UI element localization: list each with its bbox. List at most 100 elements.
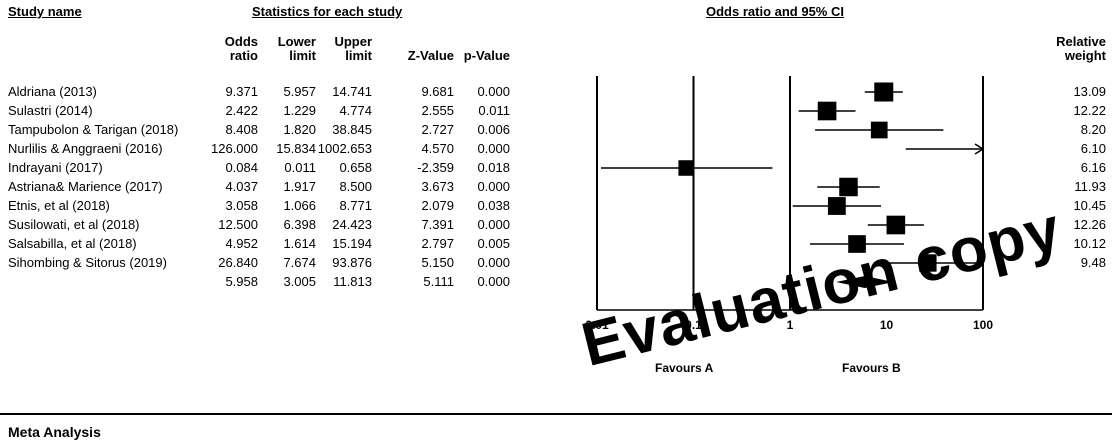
relative-weight: 11.93	[1074, 179, 1106, 194]
z-value: 3.673	[421, 179, 454, 194]
summary-z-value: 5.111	[423, 274, 454, 289]
odds-value: 126.000	[211, 141, 258, 156]
p-value: 0.005	[477, 236, 510, 251]
p-value: 0.000	[477, 141, 510, 156]
upper-value: 15.194	[332, 236, 372, 251]
z-value: 4.570	[421, 141, 454, 156]
study-name: Astriana& Marience (2017)	[8, 179, 163, 194]
favours-a-label: Favours A	[655, 361, 714, 375]
lower-value: 1.614	[283, 236, 316, 251]
effect-marker	[817, 101, 837, 121]
study-name: Sihombing & Sitorus (2019)	[8, 255, 167, 270]
z-value: 5.150	[421, 255, 454, 270]
footer-title: Meta Analysis	[8, 424, 101, 440]
z-value: 2.555	[421, 103, 454, 118]
study-name: Tampubolon & Tarigan (2018)	[8, 122, 179, 137]
effect-marker	[839, 177, 858, 197]
summary-lower-value: 3.005	[283, 274, 316, 289]
lower-value: 0.011	[284, 160, 316, 175]
upper-value: 8.771	[339, 198, 372, 213]
lower-value: 1.820	[283, 122, 316, 137]
summary-diamond	[836, 276, 894, 288]
p-value: 0.018	[477, 160, 510, 175]
study-name: Etnis, et al (2018)	[8, 198, 110, 213]
upper-value: 0.658	[339, 160, 372, 175]
summary-upper-value: 11.813	[333, 274, 372, 289]
lower-value: 1.066	[283, 198, 316, 213]
relative-weight: 10.45	[1073, 198, 1106, 213]
study-name: Salsabilla, et al (2018)	[8, 236, 137, 251]
relative-weight: 12.26	[1073, 217, 1106, 232]
z-value: 7.391	[421, 217, 454, 232]
odds-value: 12.500	[218, 217, 258, 232]
effect-marker	[874, 82, 894, 102]
lower-value: 1.917	[283, 179, 316, 194]
relative-weight: 6.16	[1080, 160, 1106, 175]
effect-marker	[919, 254, 937, 272]
p-value: 0.000	[477, 255, 510, 270]
relative-weight: 10.12	[1073, 236, 1106, 251]
odds-value: 4.037	[225, 179, 258, 194]
study-name: Nurlilis & Anggraeni (2016)	[8, 141, 163, 156]
upper-value: 24.423	[332, 217, 372, 232]
study-name: Susilowati, et al (2018)	[8, 217, 140, 232]
lower-value: 1.229	[283, 103, 316, 118]
odds-value: 3.058	[225, 198, 258, 213]
lower-limit-col-header: Lower limit	[277, 34, 316, 63]
odds-value: 0.084	[225, 160, 258, 175]
lower-value: 7.674	[283, 255, 316, 270]
study-name: Aldriana (2013)	[8, 84, 97, 99]
study-name: Indrayani (2017)	[8, 160, 103, 175]
odds-value: 9.371	[225, 84, 258, 99]
odds-value: 26.840	[218, 255, 258, 270]
odds-value: 4.952	[225, 236, 258, 251]
summary-p-value: 0.000	[477, 274, 510, 289]
z-value: 9.681	[421, 84, 454, 99]
effect-marker	[678, 160, 694, 176]
favours-b-label: Favours B	[842, 361, 901, 375]
footer-divider	[0, 413, 1112, 415]
study-name: Sulastri (2014)	[8, 103, 93, 118]
p-value: 0.000	[477, 84, 510, 99]
upper-value: 1002.653	[317, 141, 372, 156]
p-value-col-header: p-Value	[463, 48, 510, 63]
relative-weight: 13.09	[1073, 84, 1106, 99]
odds-value: 2.422	[225, 103, 258, 118]
x-tick-label: 0.01	[585, 318, 609, 332]
p-value: 0.000	[477, 217, 510, 232]
x-tick-label: 10	[879, 318, 894, 332]
effect-marker	[848, 235, 866, 253]
effect-marker	[886, 215, 906, 235]
relative-weight: 12.22	[1073, 103, 1106, 118]
ci-arrow	[974, 143, 985, 155]
lower-value: 5.957	[283, 84, 316, 99]
upper-value: 8.500	[339, 179, 372, 194]
p-value: 0.038	[477, 198, 510, 213]
x-tick-label: 1	[786, 318, 794, 332]
x-tick-label: 0.1	[685, 318, 702, 332]
p-value: 0.006	[477, 122, 510, 137]
x-tick-label: 100	[972, 318, 994, 332]
effect-marker	[870, 121, 888, 139]
lower-value: 6.398	[283, 217, 316, 232]
upper-value: 4.774	[339, 103, 372, 118]
odds-value: 8.408	[225, 122, 258, 137]
z-value-col-header: Z-Value	[407, 48, 454, 63]
summary-odds-value: 5.958	[225, 274, 258, 289]
relative-weight-col-header: Relative weight	[1056, 34, 1106, 63]
study-name-header: Study name	[8, 4, 82, 19]
p-value: 0.000	[477, 179, 510, 194]
p-value: 0.011	[478, 103, 510, 118]
plot-title: Odds ratio and 95% CI	[706, 4, 844, 19]
z-value: 2.797	[421, 236, 454, 251]
upper-value: 14.741	[332, 84, 372, 99]
odds-ratio-col-header: Odds ratio	[224, 34, 258, 63]
effect-marker	[827, 197, 846, 215]
statistics-header: Statistics for each study	[252, 4, 403, 19]
z-value: -2.359	[417, 160, 454, 175]
relative-weight: 9.48	[1080, 255, 1106, 270]
relative-weight: 6.10	[1080, 141, 1106, 156]
upper-limit-col-header: Upper limit	[334, 34, 372, 63]
upper-value: 38.845	[332, 122, 372, 137]
